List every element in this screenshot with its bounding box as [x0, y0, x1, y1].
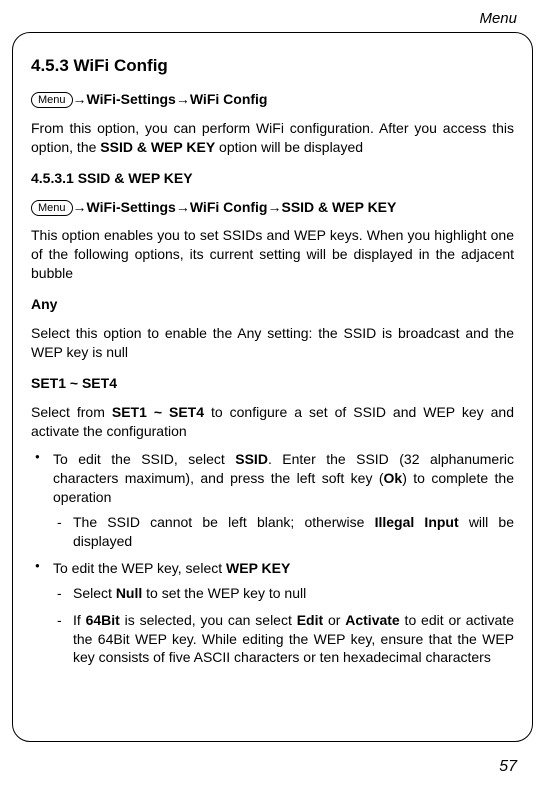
- menu-button-icon: Menu: [31, 200, 73, 216]
- set-title: SET1 ~ SET4: [31, 374, 514, 393]
- breadcrumb-wifi-config: Menu→WiFi-Settings→WiFi Config: [31, 90, 514, 109]
- breadcrumb-ssid-wep: Menu→WiFi-Settings→WiFi Config→SSID & WE…: [31, 198, 514, 217]
- section-4-5-3-1-title: 4.5.3.1 SSID & WEP KEY: [31, 169, 514, 188]
- bc-ssid-wep: SSID & WEP KEY: [281, 199, 396, 215]
- bullet-edit-ssid: To edit the SSID, select SSID. Enter the…: [31, 450, 514, 550]
- set-intro: Select from SET1 ~ SET4 to configure a s…: [31, 403, 514, 441]
- bc-wifi-settings: WiFi-Settings: [87, 91, 176, 107]
- dash-ssid-blank: The SSID cannot be left blank; otherwise…: [53, 513, 514, 551]
- bc-wifi-settings-2: WiFi-Settings: [87, 199, 176, 215]
- ssid-wep-desc: This option enables you to set SSIDs and…: [31, 226, 514, 283]
- any-desc: Select this option to enable the Any set…: [31, 324, 514, 362]
- bc-wifi-config-2: WiFi Config: [190, 199, 268, 215]
- page-number: 57: [499, 758, 517, 776]
- dash-wep-null: Select Null to set the WEP key to null: [53, 584, 514, 603]
- header-label: Menu: [479, 10, 517, 27]
- bullet-edit-wep: To edit the WEP key, select WEP KEY Sele…: [31, 559, 514, 667]
- content-box: 4.5.3 WiFi Config Menu→WiFi-Settings→WiF…: [12, 32, 533, 742]
- dash-wep-64bit: If 64Bit is selected, you can select Edi…: [53, 611, 514, 668]
- set-bullet-list: To edit the SSID, select SSID. Enter the…: [31, 450, 514, 667]
- wifi-config-intro: From this option, you can perform WiFi c…: [31, 119, 514, 157]
- bc-wifi-config: WiFi Config: [190, 91, 268, 107]
- any-title: Any: [31, 295, 514, 314]
- section-4-5-3-title: 4.5.3 WiFi Config: [31, 55, 514, 78]
- menu-button-icon: Menu: [31, 92, 73, 108]
